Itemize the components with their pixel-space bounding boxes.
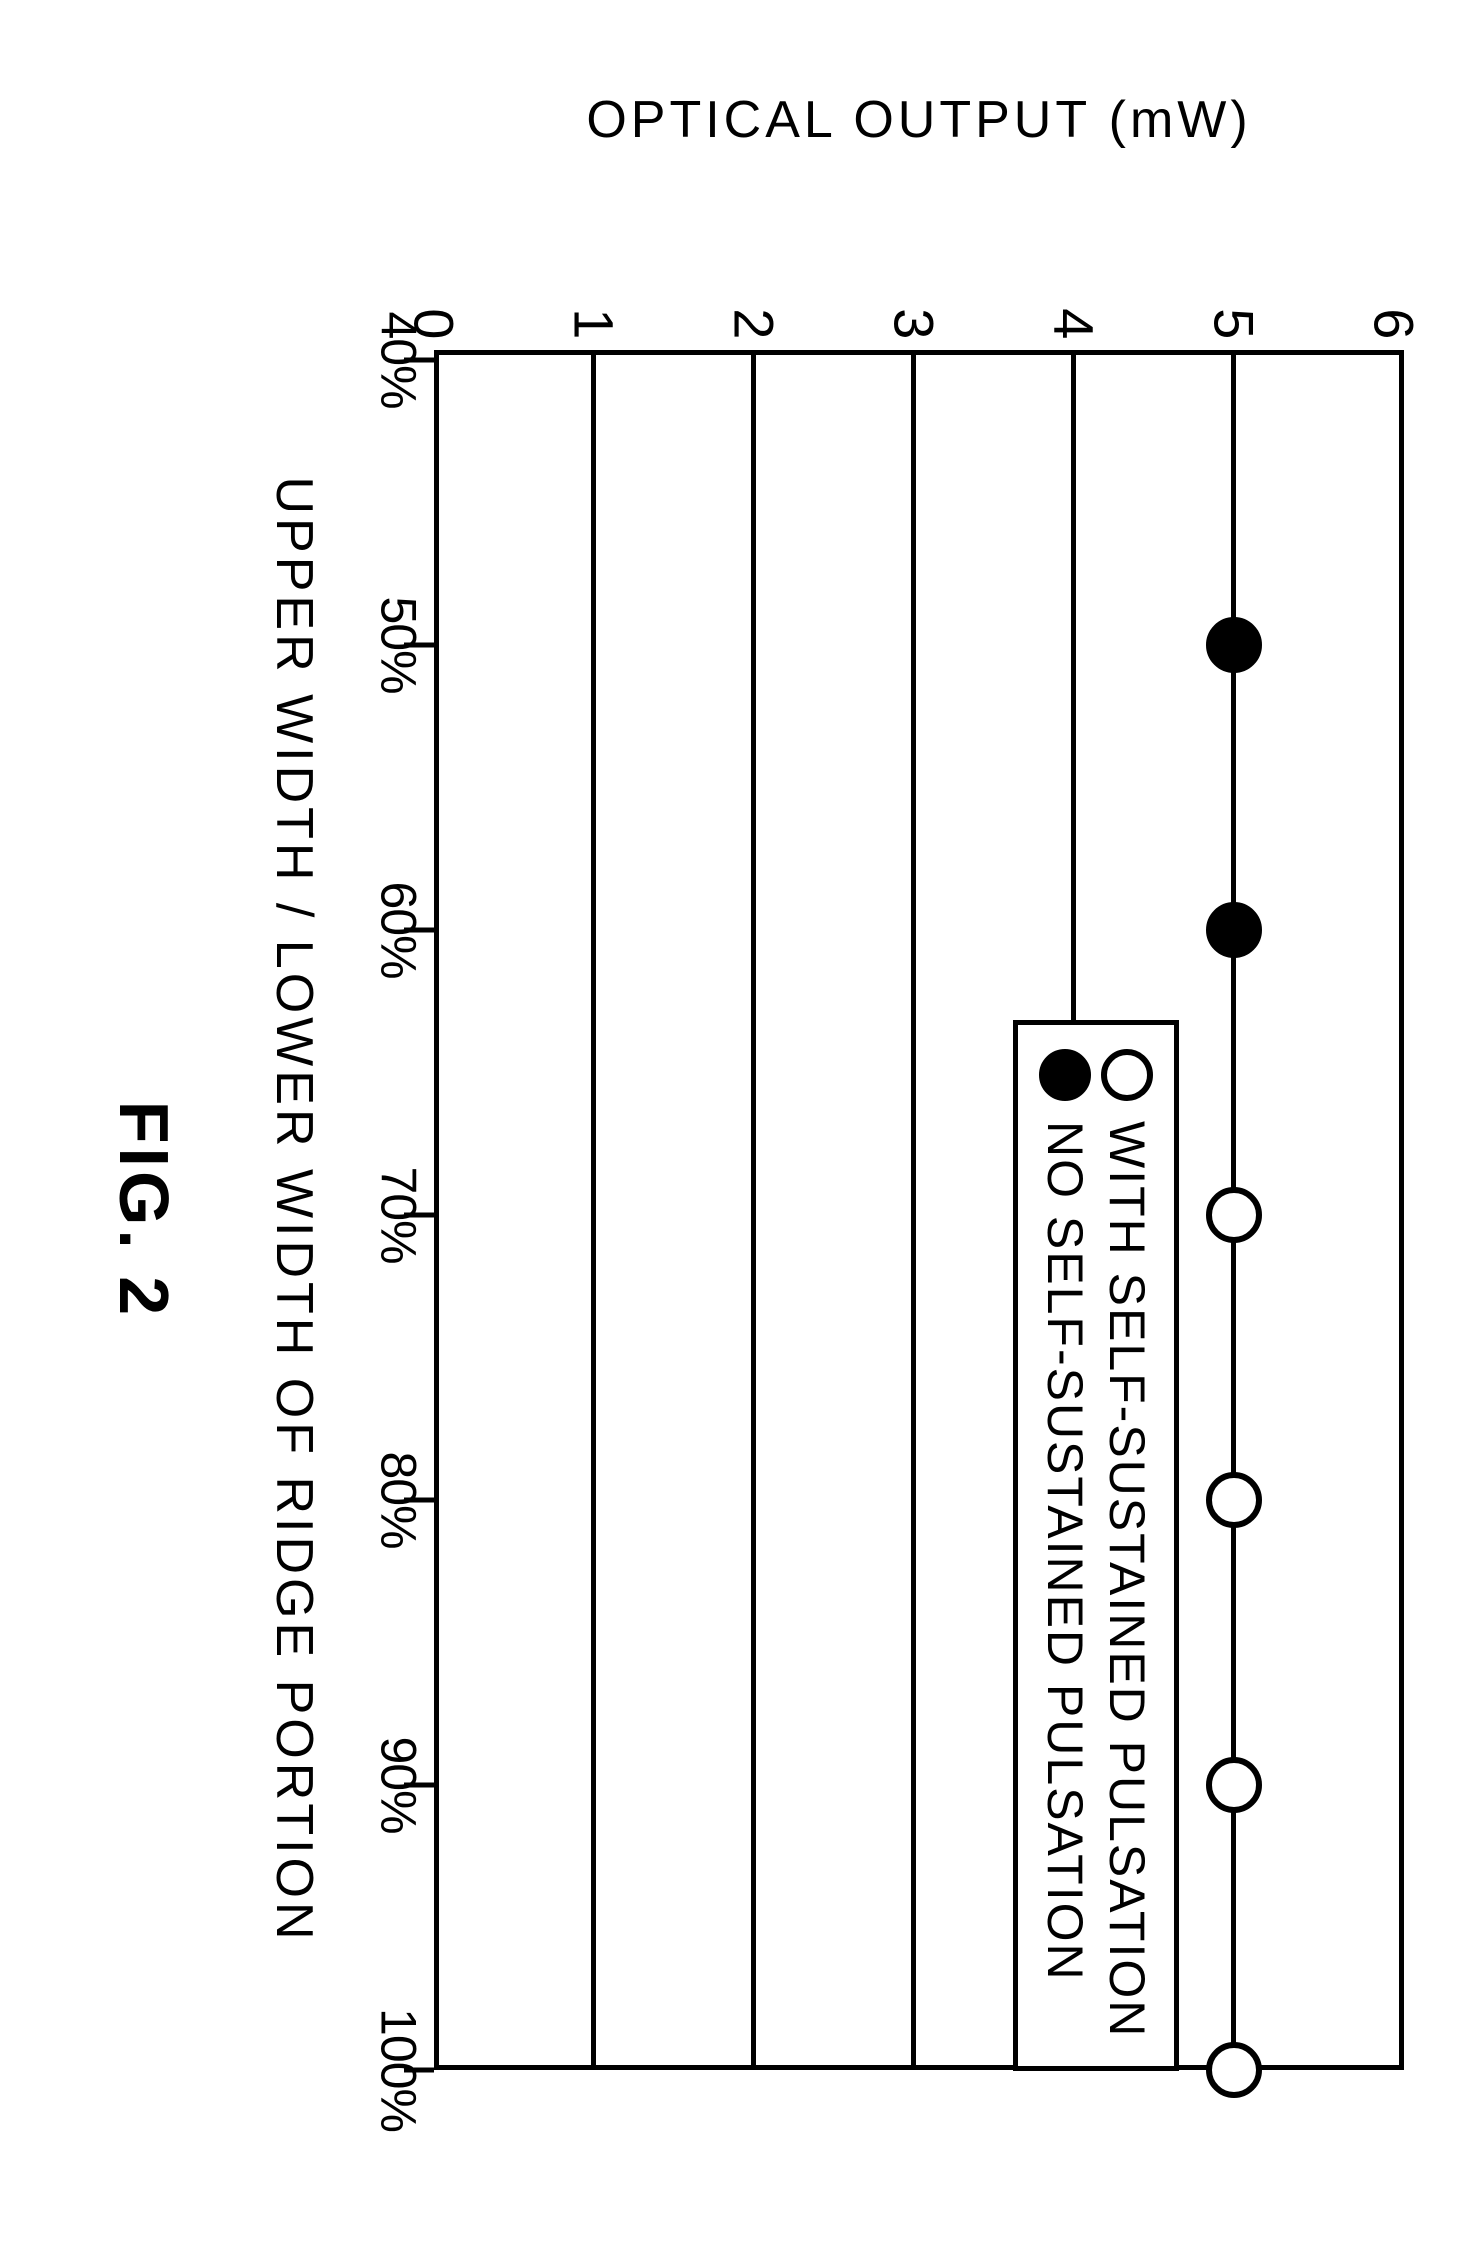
open-circle-icon	[1206, 1472, 1262, 1528]
x-axis-title: UPPER WIDTH / LOWER WIDTH OF RIDGE PORTI…	[264, 476, 324, 1943]
legend-label: NO SELF-SUSTAINED PULSATION	[1036, 1121, 1094, 1982]
legend-label: WITH SELF-SUSTAINED PULSATION	[1098, 1121, 1156, 2038]
x-tick-label: 50%	[369, 596, 427, 693]
x-tick-label: 90%	[369, 1736, 427, 1833]
y-axis-title: OPTICAL OUTPUT (mW)	[586, 90, 1251, 150]
x-tick-label: 100%	[369, 2008, 427, 2132]
y-tick-label: 6	[1362, 308, 1427, 339]
figure-canvas: 012345640%50%60%70%80%90%100% OPTICAL OU…	[0, 0, 1484, 2263]
gridline	[912, 355, 917, 2065]
figure-caption: FIG. 2	[104, 1101, 184, 1319]
y-tick-label: 2	[722, 308, 787, 339]
legend-row: NO SELF-SUSTAINED PULSATION	[1036, 1049, 1094, 2038]
y-tick-label: 3	[882, 308, 947, 339]
gridline	[592, 355, 597, 2065]
y-tick-label: 4	[1042, 308, 1107, 339]
x-tick-label: 60%	[369, 881, 427, 978]
open-circle-icon	[1206, 1187, 1262, 1243]
filled-circle-icon	[1206, 617, 1262, 673]
x-tick-label: 40%	[369, 311, 427, 408]
x-tick-label: 70%	[369, 1166, 427, 1263]
legend: WITH SELF-SUSTAINED PULSATION NO SELF-SU…	[1013, 1020, 1179, 2071]
open-circle-icon	[1101, 1049, 1153, 1101]
plot-frame: 012345640%50%60%70%80%90%100%	[434, 350, 1404, 2070]
y-tick-label: 1	[562, 308, 627, 339]
open-circle-icon	[1206, 1757, 1262, 1813]
x-tick-label: 80%	[369, 1451, 427, 1548]
legend-row: WITH SELF-SUSTAINED PULSATION	[1098, 1049, 1156, 2038]
gridline	[752, 355, 757, 2065]
y-tick-label: 5	[1202, 308, 1267, 339]
filled-circle-icon	[1039, 1049, 1091, 1101]
series-line	[1232, 645, 1237, 2070]
filled-circle-icon	[1206, 902, 1262, 958]
open-circle-icon	[1206, 2042, 1262, 2098]
